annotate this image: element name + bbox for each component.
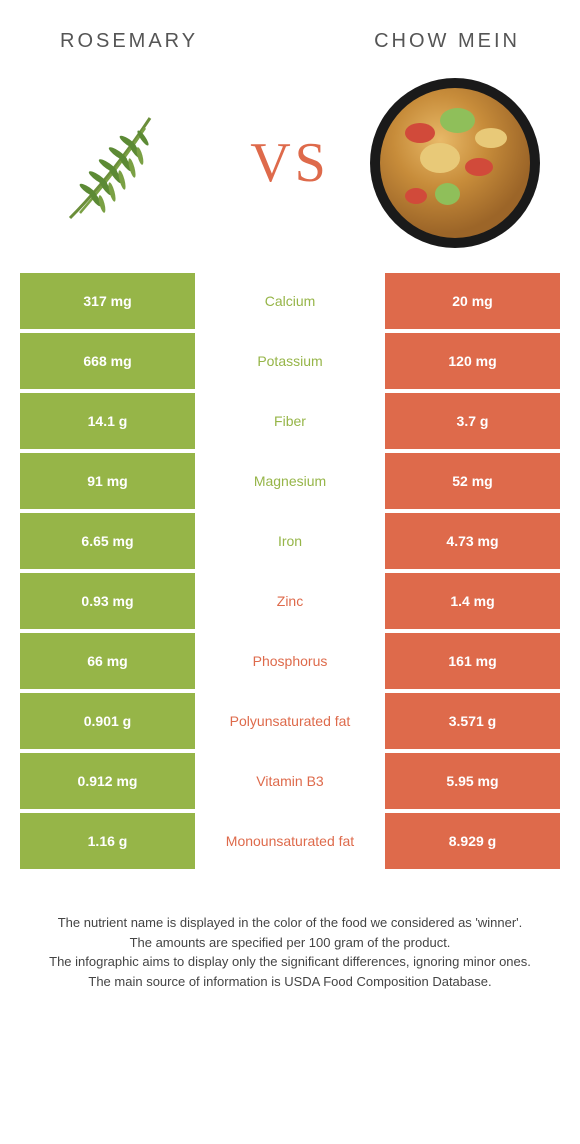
right-value: 4.73 mg (385, 513, 560, 569)
rosemary-image (40, 78, 210, 248)
chowmein-image (370, 78, 540, 248)
nutrient-name: Polyunsaturated fat (195, 693, 385, 749)
right-value: 1.4 mg (385, 573, 560, 629)
header-row: ROSEMARY CHOW MEIN (20, 20, 560, 78)
right-value: 5.95 mg (385, 753, 560, 809)
left-value: 0.912 mg (20, 753, 195, 809)
left-food-title: ROSEMARY (60, 30, 198, 53)
nutrient-name: Phosphorus (195, 633, 385, 689)
nutrient-name: Calcium (195, 273, 385, 329)
footer-line-2: The amounts are specified per 100 gram o… (40, 933, 540, 953)
right-value: 8.929 g (385, 813, 560, 869)
nutrient-row: 14.1 gFiber3.7 g (20, 393, 560, 449)
left-value: 14.1 g (20, 393, 195, 449)
left-value: 6.65 mg (20, 513, 195, 569)
right-value: 20 mg (385, 273, 560, 329)
nutrient-name: Potassium (195, 333, 385, 389)
left-value: 91 mg (20, 453, 195, 509)
footer-notes: The nutrient name is displayed in the co… (20, 873, 560, 991)
left-value: 1.16 g (20, 813, 195, 869)
right-value: 52 mg (385, 453, 560, 509)
nutrient-name: Fiber (195, 393, 385, 449)
nutrient-row: 0.901 gPolyunsaturated fat3.571 g (20, 693, 560, 749)
footer-line-3: The infographic aims to display only the… (40, 952, 540, 972)
footer-line-1: The nutrient name is displayed in the co… (40, 913, 540, 933)
images-row: VS (20, 78, 560, 273)
right-value: 3.571 g (385, 693, 560, 749)
nutrient-name: Monounsaturated fat (195, 813, 385, 869)
left-value: 668 mg (20, 333, 195, 389)
nutrient-name: Zinc (195, 573, 385, 629)
nutrient-row: 66 mgPhosphorus161 mg (20, 633, 560, 689)
right-food-title: CHOW MEIN (374, 30, 520, 53)
left-value: 317 mg (20, 273, 195, 329)
footer-line-4: The main source of information is USDA F… (40, 972, 540, 992)
nutrient-row: 668 mgPotassium120 mg (20, 333, 560, 389)
nutrient-row: 91 mgMagnesium52 mg (20, 453, 560, 509)
nutrient-row: 0.912 mgVitamin B35.95 mg (20, 753, 560, 809)
vs-label: VS (250, 131, 330, 195)
nutrient-name: Iron (195, 513, 385, 569)
right-value: 161 mg (385, 633, 560, 689)
left-value: 0.93 mg (20, 573, 195, 629)
comparison-table: 317 mgCalcium20 mg668 mgPotassium120 mg1… (20, 273, 560, 869)
left-value: 66 mg (20, 633, 195, 689)
right-value: 120 mg (385, 333, 560, 389)
nutrient-name: Vitamin B3 (195, 753, 385, 809)
nutrient-row: 6.65 mgIron4.73 mg (20, 513, 560, 569)
nutrient-row: 317 mgCalcium20 mg (20, 273, 560, 329)
nutrient-row: 0.93 mgZinc1.4 mg (20, 573, 560, 629)
right-value: 3.7 g (385, 393, 560, 449)
nutrient-row: 1.16 gMonounsaturated fat8.929 g (20, 813, 560, 869)
nutrient-name: Magnesium (195, 453, 385, 509)
left-value: 0.901 g (20, 693, 195, 749)
